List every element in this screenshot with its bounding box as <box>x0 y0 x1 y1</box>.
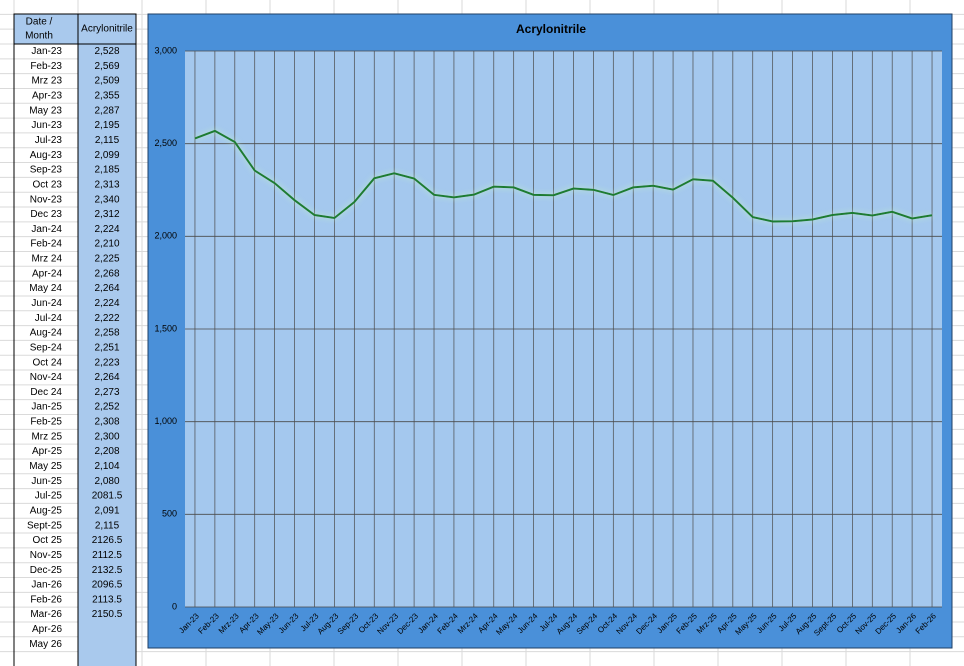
month-cell: Nov-24 <box>30 372 63 383</box>
value-cell: 2,115 <box>95 135 120 146</box>
value-cell: 2,355 <box>94 91 119 102</box>
series-line <box>194 129 933 223</box>
value-cell: 2,300 <box>94 431 119 442</box>
month-cell: Oct 25 <box>33 535 63 546</box>
month-cell: Nov-23 <box>30 194 63 205</box>
value-cell: 2113.5 <box>92 594 122 605</box>
value-cell: 2,340 <box>94 194 119 205</box>
month-cell: Jun-23 <box>31 120 62 131</box>
value-cell: 2,308 <box>94 417 119 428</box>
month-cell: Oct 23 <box>33 179 63 190</box>
month-cell: May 25 <box>29 461 62 472</box>
value-cell: 2,225 <box>94 254 119 265</box>
value-cell: 2112.5 <box>92 550 122 561</box>
month-cell: Dec 23 <box>30 209 62 220</box>
value-cell: 2,099 <box>94 150 119 161</box>
y-tick-label: 0 <box>172 601 177 611</box>
y-tick-label: 500 <box>162 509 177 519</box>
month-cell: Feb-24 <box>30 239 62 250</box>
month-cell: Nov-25 <box>30 550 63 561</box>
value-cell: 2,222 <box>94 313 119 324</box>
value-cell: 2,223 <box>94 357 119 368</box>
month-cell: Aug-24 <box>30 328 63 339</box>
value-cell: 2,312 <box>94 209 119 220</box>
chart-title: Acrylonitrile <box>516 22 586 36</box>
month-cell: Aug-25 <box>30 505 63 516</box>
month-cell: Jan-25 <box>31 402 62 413</box>
value-cell: 2132.5 <box>92 565 123 576</box>
value-cell: 2,208 <box>94 446 119 457</box>
month-cell: Jun-25 <box>31 476 62 487</box>
month-cell: Aug-23 <box>30 150 63 161</box>
value-cell: 2,569 <box>94 61 119 72</box>
month-cell: Dec-25 <box>30 565 63 576</box>
month-cell: Jul-25 <box>35 491 63 502</box>
value-cell: 2,252 <box>94 402 119 413</box>
month-cell: Sep-24 <box>30 342 63 353</box>
month-cell: May 23 <box>29 105 62 116</box>
month-cell: Jun-24 <box>31 298 62 309</box>
value-cell: 2150.5 <box>92 609 123 620</box>
value-cell: 2,080 <box>94 476 119 487</box>
y-tick-label: 3,000 <box>154 45 177 55</box>
value-cell: 2,509 <box>94 76 119 87</box>
y-tick-label: 1,000 <box>154 416 177 426</box>
month-cell: May 24 <box>29 283 62 294</box>
month-cell: Jan-23 <box>31 46 62 57</box>
month-cell: Mrz 24 <box>31 254 62 265</box>
header-label: Month <box>25 31 53 42</box>
value-cell: 2,273 <box>94 387 119 398</box>
value-cell: 2,264 <box>94 372 119 383</box>
month-cell: Apr-23 <box>32 91 62 102</box>
header-label: Date / <box>26 17 53 28</box>
y-tick-label: 2,000 <box>154 231 177 241</box>
value-cell: 2,224 <box>94 298 119 309</box>
month-cell: Mrz 25 <box>31 431 62 442</box>
y-tick-label: 2,500 <box>154 138 177 148</box>
value-cell: 2,185 <box>94 165 119 176</box>
value-cell: 2126.5 <box>92 535 123 546</box>
value-cell: 2,258 <box>94 328 119 339</box>
month-cell: Sept-25 <box>27 520 62 531</box>
value-cell: 2081.5 <box>92 491 123 502</box>
value-cell: 2,251 <box>94 342 119 353</box>
header-label: Acrylonitrile <box>81 24 133 35</box>
month-cell: Jan-24 <box>31 224 62 235</box>
month-cell: Jul-24 <box>35 313 63 324</box>
month-cell: Jul-23 <box>35 135 63 146</box>
month-cell: Apr-25 <box>32 446 62 457</box>
month-cell: Feb-25 <box>30 417 62 428</box>
value-cell: 2,313 <box>94 179 119 190</box>
value-cell: 2,115 <box>95 520 120 531</box>
value-cell: 2,528 <box>94 46 119 57</box>
value-cell: 2,195 <box>94 120 119 131</box>
value-cell: 2,091 <box>94 505 119 516</box>
month-cell: Mrz 23 <box>31 76 62 87</box>
value-cell: 2,224 <box>94 224 119 235</box>
month-cell: Oct 24 <box>33 357 63 368</box>
header-cell <box>13 13 79 45</box>
month-cell: Mar-26 <box>30 609 62 620</box>
header-cell <box>77 13 137 45</box>
month-cell: Dec 24 <box>30 387 62 398</box>
month-cell: Apr-24 <box>32 268 62 279</box>
month-cell: May 26 <box>29 639 62 650</box>
month-cell: Jan-26 <box>31 580 62 591</box>
value-cell: 2,104 <box>94 461 119 472</box>
value-cell: 2,210 <box>94 239 119 250</box>
month-cell: Feb-23 <box>30 61 62 72</box>
y-tick-label: 1,500 <box>154 323 177 333</box>
value-cell: 2,268 <box>94 268 119 279</box>
month-cell: Sep-23 <box>30 165 63 176</box>
month-cell: Feb-26 <box>30 594 62 605</box>
value-cell: 2096.5 <box>92 580 123 591</box>
value-cell: 2,264 <box>94 283 119 294</box>
value-cell: 2,287 <box>94 105 119 116</box>
value-column-fill <box>78 14 136 666</box>
month-cell: Apr-26 <box>32 624 62 635</box>
data-table: Date / Month Acrylonitrile Jan-23 2,528 Feb-2… <box>13 13 137 666</box>
